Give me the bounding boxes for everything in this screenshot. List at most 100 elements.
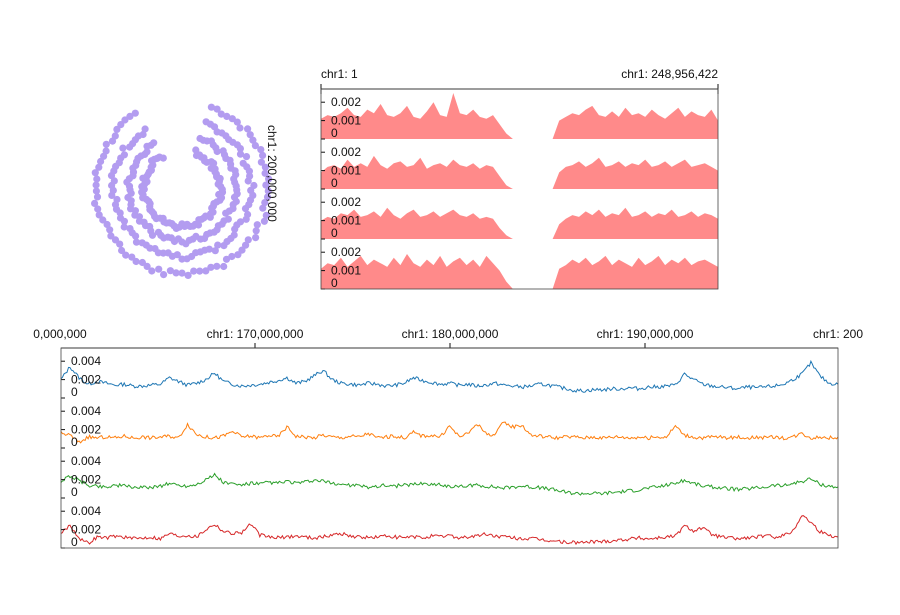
detail-y-tick-label: 0.004	[71, 454, 101, 468]
overview-y-tick-label: 0	[331, 276, 338, 290]
circular-ring	[123, 134, 241, 248]
circular-ring	[91, 103, 273, 279]
circular-point	[192, 146, 200, 154]
circular-point	[213, 262, 221, 270]
detail-line-series	[60, 472, 839, 496]
circular-point	[132, 238, 141, 246]
detail-y-tick-label: 0	[71, 435, 78, 449]
circular-point	[102, 140, 110, 148]
circular-point	[92, 187, 100, 195]
detail-axis-label: chr1: 190,000,000	[597, 327, 694, 341]
detail-frame	[60, 347, 839, 549]
overview-start-label: chr1: 1	[321, 67, 358, 81]
circular-point	[103, 220, 111, 229]
circular-point	[222, 209, 230, 217]
circular-point	[113, 195, 121, 204]
circular-point	[91, 169, 99, 177]
circular-point	[95, 211, 103, 219]
detail-y-tick-label: 0	[71, 385, 78, 399]
detail-y-tick-label: 0.002	[71, 523, 101, 537]
detail-tracks: 0.0040.00200.0040.00200.0040.00200.0040.…	[60, 354, 839, 549]
detail-axis-label: 0,000,000	[33, 327, 87, 341]
circular-point	[107, 232, 115, 240]
circular-point	[228, 252, 236, 261]
circular-point	[259, 151, 267, 159]
circular-point	[236, 150, 245, 158]
circular-point	[246, 131, 254, 139]
detail-y-tick-label: 0.002	[71, 423, 101, 437]
circular-point	[154, 228, 163, 236]
circular-point	[121, 116, 129, 124]
circular-point	[196, 267, 204, 275]
circular-point	[260, 217, 268, 225]
overview-area-series	[321, 155, 718, 189]
circular-point	[178, 269, 186, 277]
overview-y-tick-label: 0.001	[331, 214, 361, 228]
circular-point	[150, 139, 158, 147]
circular-point	[223, 112, 231, 120]
overview-y-tick-label: 0.001	[331, 264, 361, 278]
circular-point	[139, 130, 147, 139]
circular-point	[94, 205, 102, 213]
detail-panel[interactable]: 0,000,000 chr1: 170,000,000 chr1: 180,00…	[33, 327, 863, 549]
circular-point	[244, 236, 252, 244]
circular-point	[217, 110, 225, 118]
circular-point	[102, 147, 110, 155]
circular-point	[236, 124, 244, 132]
circular-point	[231, 225, 239, 233]
detail-axis-label: chr1: 180,000,000	[402, 327, 499, 341]
circular-point	[166, 267, 174, 275]
circular-point	[120, 223, 128, 231]
overview-y-tick-label: 0	[331, 126, 338, 140]
circular-point	[128, 253, 136, 261]
circular-rings	[91, 103, 273, 279]
circular-position-label: chr1: 200,000,000	[265, 125, 279, 222]
circular-ring	[138, 146, 227, 232]
overview-y-tick-label: 0.001	[331, 114, 361, 128]
circular-point	[138, 258, 146, 267]
detail-y-tick-label: 0.002	[71, 473, 101, 487]
circular-point	[261, 163, 269, 171]
circular-point	[159, 154, 167, 162]
detail-axis-label: chr1: 200	[813, 327, 863, 341]
detail-axis-ticks	[254, 343, 646, 348]
circular-point	[236, 145, 244, 153]
circular-point	[213, 147, 221, 156]
circular-point	[97, 157, 105, 166]
circular-ring	[107, 118, 258, 263]
circular-point	[143, 148, 151, 156]
circular-chromosome-view: chr1: 200,000,000	[91, 103, 279, 279]
circular-point	[241, 205, 250, 213]
circular-point	[222, 255, 231, 263]
circular-point	[190, 267, 198, 275]
detail-line-series	[60, 515, 839, 546]
circular-point	[110, 177, 118, 185]
circular-point	[214, 241, 222, 249]
overview-y-tick-label: 0.002	[331, 95, 361, 109]
circular-point	[252, 227, 260, 235]
circular-point	[122, 251, 130, 259]
circular-point	[92, 181, 100, 189]
circular-point	[262, 211, 270, 219]
detail-y-tick-label: 0	[71, 485, 78, 499]
circular-point	[263, 193, 272, 201]
detail-line-series	[60, 359, 839, 393]
overview-panel[interactable]: chr1: 1 chr1: 248,956,422 0.0020.00100.0…	[320, 67, 719, 290]
circular-point	[220, 242, 228, 250]
circular-point	[93, 193, 102, 201]
overview-y-tick-label: 0	[331, 226, 338, 240]
circular-point	[120, 151, 128, 159]
circular-point	[261, 199, 269, 207]
overview-y-tick-label: 0.002	[331, 245, 361, 259]
overview-area-series	[321, 93, 718, 139]
circular-point	[95, 163, 103, 171]
detail-axis-label: chr1: 170,000,000	[207, 327, 304, 341]
circular-point	[160, 271, 168, 279]
